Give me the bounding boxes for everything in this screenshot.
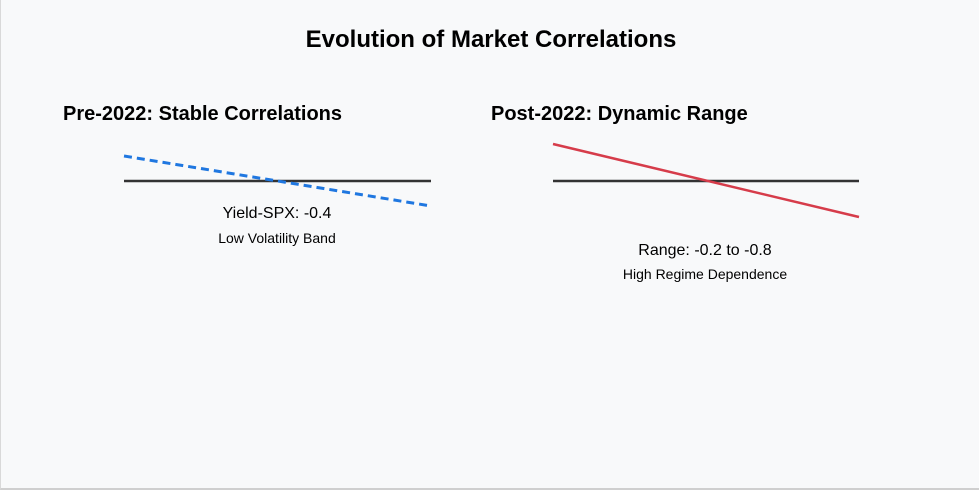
diagram-title: Evolution of Market Correlations xyxy=(306,26,677,53)
pre-2022-line-label: Yield-SPX: -0.4 xyxy=(223,205,332,222)
pre-2022-band-label: Low Volatility Band xyxy=(218,230,336,246)
post-2022-correlation-line xyxy=(552,142,860,219)
panel-post-2022-title: Post-2022: Dynamic Range xyxy=(491,103,748,125)
post-2022-band-label: High Regime Dependence xyxy=(623,266,787,282)
panel-pre-2022: Pre-2022: Stable Correlations Yield-SPX:… xyxy=(63,103,432,246)
panel-pre-2022-title: Pre-2022: Stable Correlations xyxy=(63,103,342,125)
panel-post-2022: Post-2022: Dynamic Range Range: -0.2 to … xyxy=(491,103,860,282)
post-2022-line-label: Range: -0.2 to -0.8 xyxy=(638,242,772,259)
